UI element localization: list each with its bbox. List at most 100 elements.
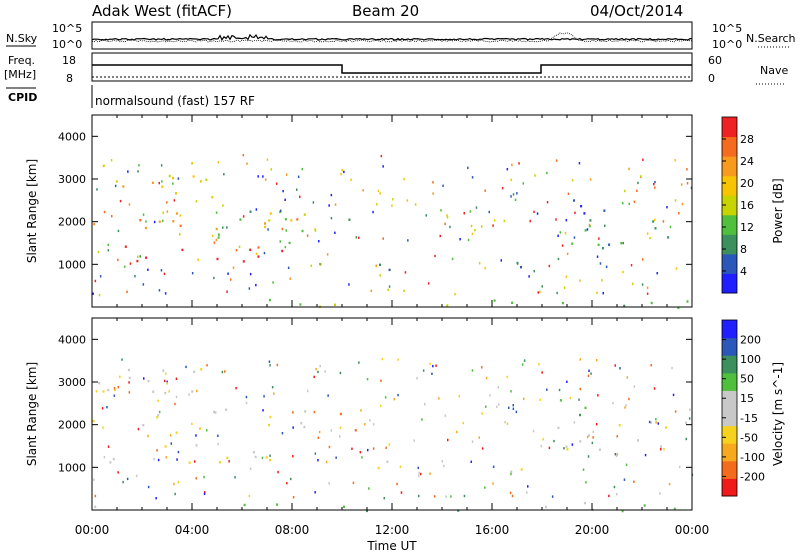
velocity-speckle [504, 421, 506, 424]
power-speckle [500, 259, 502, 262]
velocity-speckle [417, 466, 419, 470]
power-speckle [539, 290, 541, 294]
power-speckle [242, 154, 245, 157]
noise-left-tick-top: 10^5 [52, 22, 82, 35]
power-speckle [528, 275, 530, 278]
nave-tick-top: 60 [708, 54, 722, 67]
power-speckle [127, 170, 129, 173]
power-speckle [161, 180, 163, 183]
velocity-speckle [668, 483, 671, 486]
velocity-cell [300, 422, 303, 425]
velocity-cell [660, 445, 662, 448]
velocity-cell [339, 412, 342, 416]
nsky-label: N.Sky [6, 32, 38, 45]
power-speckle [229, 278, 232, 281]
power-speckle [382, 237, 384, 240]
power-speckle [501, 187, 504, 190]
power-speckle [503, 219, 506, 223]
power-speckle [211, 234, 214, 237]
power-colorbar-segment [722, 156, 737, 177]
date-title: 04/Oct/2014 [590, 2, 683, 20]
power-speckle [536, 212, 539, 215]
power-speckle [215, 238, 218, 242]
power-cell [249, 248, 252, 251]
power-cell [584, 229, 587, 232]
power-speckle [557, 257, 560, 261]
velocity-colorbar-segment [722, 460, 737, 479]
power-colorbar-segment [722, 175, 737, 196]
x-tick-label: 08:00 [275, 523, 310, 537]
power-speckle [330, 217, 333, 220]
velocity-cell [650, 421, 652, 424]
velocity-cell [510, 470, 513, 473]
power-speckle [279, 240, 281, 243]
power-speckle [275, 182, 278, 185]
power-speckle [674, 199, 677, 202]
power-speckle [284, 245, 287, 249]
velocity-speckle [307, 389, 309, 393]
velocity-cell [162, 369, 165, 372]
power-speckle [604, 224, 606, 227]
power-speckle [226, 290, 228, 293]
nave-tick-bottom: 0 [708, 72, 715, 85]
power-cell [583, 212, 586, 215]
velocity-panel: 1000 2000 3000 4000 Slant Range [km] 200 100… [25, 317, 785, 513]
power-speckle [427, 282, 430, 285]
power-speckle [107, 249, 110, 252]
power-speckle [454, 293, 456, 296]
velocity-speckle [319, 364, 321, 368]
power-speckle [636, 189, 638, 192]
velocity-cell [304, 410, 307, 413]
power-speckle [488, 210, 490, 214]
power-speckle [674, 159, 676, 162]
power-speckle [267, 228, 269, 231]
power-speckle [287, 266, 290, 269]
velocity-speckle [585, 481, 587, 484]
power-speckle [630, 264, 633, 267]
power-speckle [598, 237, 600, 240]
power-cell [520, 266, 522, 269]
velocity-speckle [94, 494, 97, 498]
velocity-speckle [156, 449, 158, 452]
power-speckle [446, 214, 448, 217]
nsearch-label: N.Search [746, 32, 796, 45]
power-speckle [579, 279, 581, 282]
power-cell [264, 225, 267, 229]
power-speckle [646, 292, 649, 295]
power-speckle [392, 198, 394, 201]
x-tick-label: 12:00 [375, 523, 410, 537]
power-speckle [330, 193, 333, 197]
power-cell [288, 241, 291, 245]
velocity-speckle [318, 430, 321, 434]
velocity-speckle [614, 364, 616, 367]
velocity-cell [191, 390, 194, 393]
velocity-speckle [421, 418, 423, 421]
power-speckle [563, 286, 566, 289]
velocity-speckle [228, 460, 230, 463]
velocity-speckle [113, 394, 116, 397]
velocity-cell [164, 445, 167, 448]
power-speckle [571, 179, 574, 182]
velocity-speckle [595, 423, 598, 426]
power-speckle [631, 282, 634, 286]
power-speckle [134, 275, 136, 278]
power-speckle [272, 281, 274, 284]
power-speckle [628, 202, 630, 205]
velocity-cell [157, 414, 160, 417]
power-ylabel: Slant Range [km] [25, 159, 39, 263]
velocity-cell [199, 427, 201, 430]
velocity-speckle [128, 381, 130, 384]
power-speckle [470, 224, 473, 228]
velocity-speckle [372, 423, 375, 426]
velocity-speckle [674, 410, 677, 413]
velocity-speckle [648, 420, 651, 424]
power-speckle [138, 164, 140, 167]
velocity-cell [243, 503, 246, 507]
power-speckle [642, 258, 644, 261]
velocity-speckle [590, 372, 592, 375]
power-speckle [166, 210, 169, 213]
power-speckle [158, 289, 161, 292]
velocity-speckle [217, 434, 219, 437]
power-speckle [172, 182, 174, 185]
power-speckle [314, 229, 317, 232]
